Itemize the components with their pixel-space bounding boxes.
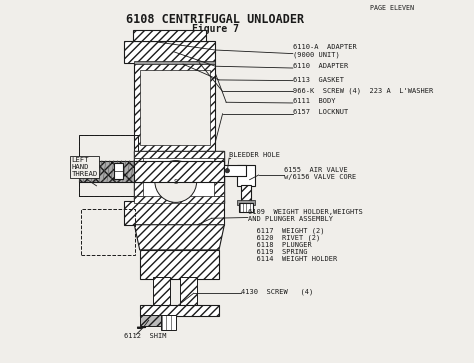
Bar [154, 277, 170, 306]
Bar [124, 41, 215, 63]
Bar [140, 250, 219, 279]
Bar [140, 305, 219, 315]
Bar [223, 166, 231, 175]
Bar [237, 200, 255, 205]
Text: LEFT
HAND
THREAD: LEFT HAND THREAD [71, 157, 98, 177]
Polygon shape [134, 225, 224, 250]
Bar [79, 135, 138, 196]
Text: 6155  AIR VALVE
w/6156 VALVE CORE: 6155 AIR VALVE w/6156 VALVE CORE [284, 167, 356, 180]
Text: 6110  ADAPTER: 6110 ADAPTER [293, 63, 348, 69]
Bar [133, 30, 206, 41]
Bar [224, 165, 246, 176]
Text: 6112  SHIM: 6112 SHIM [124, 333, 166, 339]
Text: 6117  WEIGHT (2)
  6120  RIVET (2)
  6118  PLUNGER
  6119  SPRING
  6114  WEIGHT: 6117 WEIGHT (2) 6120 RIVET (2) 6118 PLUN… [248, 227, 337, 262]
Bar [214, 158, 224, 196]
Bar [124, 201, 224, 225]
Bar [134, 61, 215, 64]
Bar [134, 151, 224, 158]
Circle shape [225, 168, 229, 173]
Bar [134, 151, 224, 203]
Text: 6111  BODY: 6111 BODY [293, 98, 335, 104]
Bar [114, 163, 123, 179]
Text: 6157  LOCKNUT: 6157 LOCKNUT [293, 109, 348, 115]
Bar [79, 135, 138, 196]
Text: 6109  WEIGHT HOLDER,WEIGHTS
AND PLUNGER ASSEMBLY: 6109 WEIGHT HOLDER,WEIGHTS AND PLUNGER A… [248, 209, 363, 222]
Text: Figure 7: Figure 7 [192, 24, 239, 34]
Text: PAGE ELEVEN: PAGE ELEVEN [370, 5, 413, 11]
Text: 6110-A  ADAPTER
(9000 UNIT): 6110-A ADAPTER (9000 UNIT) [293, 44, 356, 58]
Circle shape [155, 160, 197, 203]
Text: BLEEDER HOLE: BLEEDER HOLE [229, 152, 280, 158]
Bar [237, 165, 255, 186]
Bar [239, 203, 253, 212]
Bar [161, 315, 176, 330]
Bar [134, 196, 224, 203]
Bar [134, 158, 143, 196]
Bar [241, 185, 251, 201]
Text: 6113  GASKET: 6113 GASKET [293, 77, 344, 82]
Text: 4130  SCREW   (4): 4130 SCREW (4) [241, 288, 313, 295]
Text: 6108 CENTRIFUGAL UNLOADER: 6108 CENTRIFUGAL UNLOADER [127, 13, 304, 26]
Bar [79, 160, 142, 182]
Bar [181, 277, 197, 306]
Bar [140, 70, 210, 146]
Text: S: S [173, 179, 178, 184]
Bar [140, 315, 161, 326]
Bar [134, 160, 224, 182]
Bar [134, 63, 215, 153]
Bar [82, 208, 136, 255]
Text: 966-K  SCREW (4)  223 A  L'WASHER: 966-K SCREW (4) 223 A L'WASHER [293, 87, 433, 94]
